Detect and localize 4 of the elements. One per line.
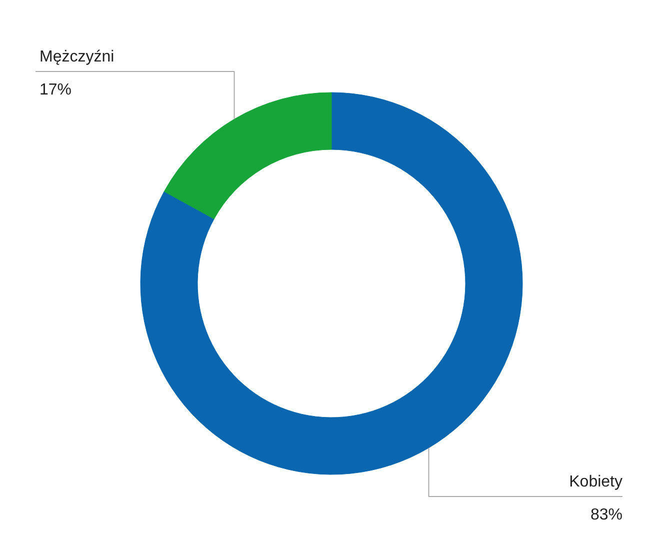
slice-label: Kobiety: [569, 474, 623, 490]
data-label: 17%: [40, 82, 72, 98]
slice-label: Mężczyźni: [40, 48, 114, 66]
data-label: 83%: [590, 506, 623, 524]
